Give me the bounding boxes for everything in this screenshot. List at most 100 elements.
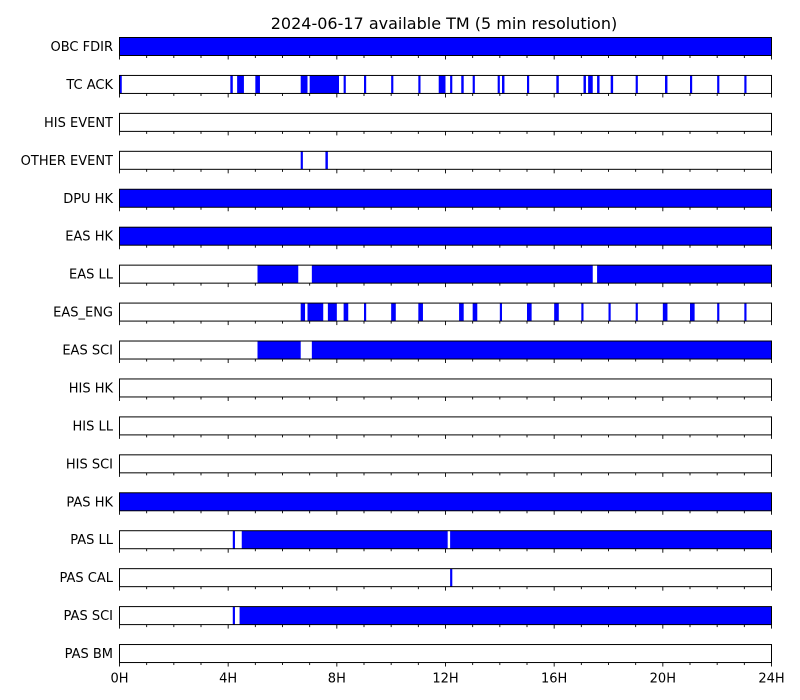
row-label: HIS SCI — [66, 457, 113, 472]
row-frame — [119, 112, 772, 132]
availability-bar — [717, 303, 720, 322]
row-eas-sci: EAS SCI — [62, 340, 772, 364]
availability-bar — [438, 75, 446, 94]
availability-bar — [472, 75, 475, 94]
availability-bar — [717, 75, 720, 94]
availability-bar — [581, 303, 584, 322]
row-his-hk: HIS HK — [69, 378, 772, 401]
availability-bar — [257, 341, 301, 360]
availability-bar — [450, 75, 453, 94]
availability-bar — [502, 75, 505, 94]
availability-bar — [239, 606, 772, 625]
availability-bar — [309, 75, 340, 94]
chart-title: 2024-06-17 available TM (5 min resolutio… — [271, 14, 617, 33]
row-pas-bm: PAS BM — [65, 644, 772, 667]
availability-bar — [327, 303, 337, 322]
availability-bar — [241, 530, 448, 549]
availability-bar — [364, 303, 367, 322]
row-obc-fdir: OBC FDIR — [51, 37, 772, 60]
availability-bar — [119, 227, 772, 246]
x-tick-label: 8H — [328, 672, 346, 687]
row-pas-ll: PAS LL — [70, 530, 772, 553]
row-tc-ack: TC ACK — [65, 74, 772, 98]
row-frame — [119, 416, 772, 436]
x-axis: 0H 4H 8H 12H 16H 20H 24H — [110, 672, 784, 687]
row-eas-hk: EAS HK — [65, 226, 772, 250]
row-his-ll: HIS LL — [73, 416, 772, 439]
row-his-sci: HIS SCI — [66, 454, 772, 477]
row-label: EAS HK — [65, 230, 113, 245]
row-eas-ll: EAS LL — [69, 264, 772, 288]
availability-bar — [343, 303, 349, 322]
row-label: OBC FDIR — [51, 40, 114, 55]
availability-bar — [391, 75, 394, 94]
availability-bar — [119, 492, 772, 511]
availability-bar — [527, 303, 532, 322]
availability-bar — [662, 303, 668, 322]
x-tick-label: 4H — [219, 672, 237, 687]
availability-bar — [744, 75, 747, 94]
row-his-event: HIS EVENT — [44, 112, 772, 136]
availability-bar — [391, 303, 396, 322]
row-label: PAS CAL — [60, 571, 114, 586]
availability-bar — [608, 303, 611, 322]
row-dpu-hk: DPU HK — [63, 188, 772, 212]
availability-bar — [257, 265, 299, 284]
row-frame — [119, 378, 772, 398]
availability-bar — [610, 75, 614, 94]
row-label: PAS BM — [65, 647, 113, 662]
availability-bar — [497, 75, 500, 94]
availability-bar — [556, 75, 559, 94]
availability-bar — [450, 530, 772, 549]
availability-bar — [119, 37, 772, 56]
availability-bar — [665, 75, 668, 94]
row-pas-sci: PAS SCI — [64, 606, 772, 629]
availability-bar — [307, 303, 324, 322]
availability-bar — [635, 75, 638, 94]
availability-bar — [237, 75, 244, 94]
row-label: DPU HK — [63, 192, 113, 207]
availability-bar — [119, 75, 122, 94]
availability-bar — [418, 303, 423, 322]
row-label: HIS HK — [69, 381, 114, 396]
row-frame — [119, 644, 772, 664]
x-tick-label: 24H — [758, 672, 784, 687]
row-label: EAS LL — [69, 268, 114, 283]
row-label: HIS EVENT — [44, 116, 113, 131]
row-label: PAS SCI — [64, 609, 113, 624]
availability-bar — [690, 75, 693, 94]
row-frame — [119, 454, 772, 474]
availability-bar — [300, 151, 303, 170]
chart-rows: OBC FDIR TC ACK HIS EVENT OTHER EVENT DPU HK… — [21, 37, 772, 667]
row-label: EAS_ENG — [53, 306, 113, 321]
availability-bar — [597, 265, 772, 284]
row-eas-eng: EAS_ENG — [53, 302, 772, 326]
row-label: TC ACK — [65, 78, 113, 93]
row-frame — [119, 150, 772, 170]
availability-bar — [450, 568, 453, 587]
row-label: HIS LL — [73, 419, 114, 434]
availability-bar — [343, 75, 346, 94]
row-pas-hk: PAS HK — [66, 492, 772, 515]
x-tick-label: 16H — [541, 672, 567, 687]
availability-bar — [459, 303, 464, 322]
availability-bar — [461, 75, 464, 94]
row-label: PAS HK — [66, 495, 113, 510]
availability-bar — [690, 303, 695, 322]
availability-bar — [583, 75, 586, 94]
availability-bar — [635, 303, 638, 322]
availability-bar — [230, 75, 233, 94]
availability-bar — [232, 530, 235, 549]
row-other-event: OTHER EVENT — [21, 150, 772, 174]
availability-bar — [300, 75, 308, 94]
availability-bar — [527, 75, 530, 94]
availability-bar — [554, 303, 559, 322]
row-frame — [119, 568, 772, 588]
availability-bar — [119, 189, 772, 208]
row-frame — [119, 302, 772, 322]
availability-bar — [325, 151, 328, 170]
row-label: EAS SCI — [62, 344, 113, 359]
row-label: PAS LL — [70, 533, 114, 548]
availability-bar — [418, 75, 421, 94]
